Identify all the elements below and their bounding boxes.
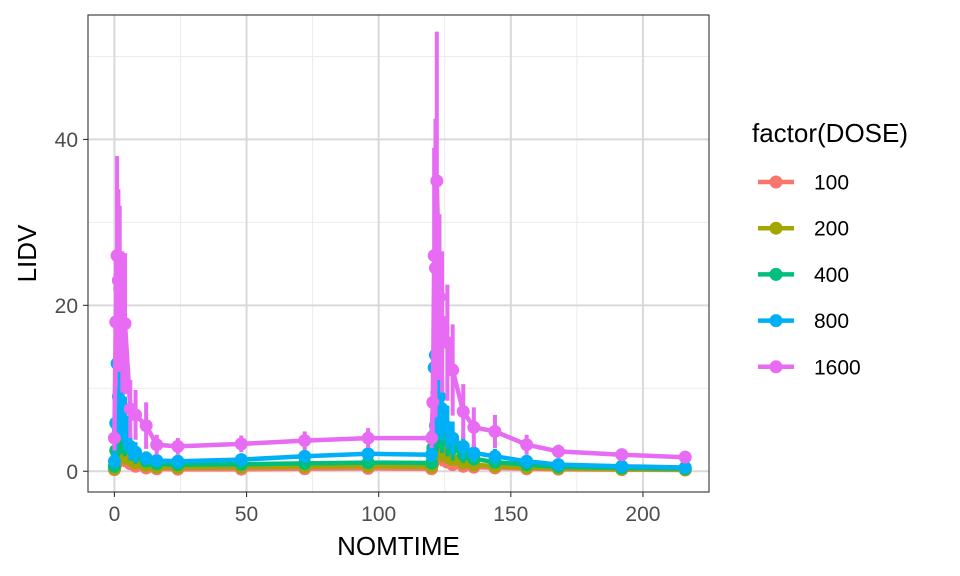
data-point xyxy=(107,431,121,445)
axes: 0 50 100 150 200 0 20 40 xyxy=(55,129,661,526)
data-point xyxy=(425,431,439,445)
x-tick-label: 150 xyxy=(493,503,528,526)
data-point xyxy=(615,448,629,462)
legend-item-200: 200 xyxy=(758,218,849,241)
legend-label: 200 xyxy=(814,218,849,241)
data-point xyxy=(488,424,502,438)
legend-item-800: 800 xyxy=(758,310,849,333)
x-tick-label: 200 xyxy=(625,503,660,526)
legend-key-point xyxy=(769,175,783,189)
y-axis-title: LIDV xyxy=(12,224,42,282)
x-tick-label: 100 xyxy=(361,503,396,526)
data-point xyxy=(150,453,164,467)
plot-border xyxy=(87,14,710,493)
data-point xyxy=(467,420,481,434)
data-point xyxy=(551,458,565,472)
data-point xyxy=(139,419,153,433)
data-point xyxy=(432,290,446,304)
x-tick-label: 0 xyxy=(109,503,121,526)
data-point xyxy=(234,453,248,467)
data-point xyxy=(118,317,132,331)
x-tick-label: 50 xyxy=(235,503,258,526)
data-point xyxy=(446,363,460,377)
legend-item-400: 400 xyxy=(758,264,849,287)
legend-key-point xyxy=(769,314,783,328)
legend: factor(DOSE) 100 200 400 800 1600 xyxy=(752,118,908,379)
legend-label: 1600 xyxy=(814,356,861,379)
data-point xyxy=(425,448,439,462)
data-point xyxy=(615,459,629,473)
series-800 xyxy=(107,301,692,475)
data-point xyxy=(139,451,153,465)
data-point xyxy=(456,405,470,419)
data-point xyxy=(435,402,449,416)
data-point xyxy=(129,445,143,459)
data-point xyxy=(551,444,565,458)
data-point xyxy=(129,408,143,422)
data-point xyxy=(428,261,442,275)
legend-key-point xyxy=(769,221,783,235)
y-tick-label: 20 xyxy=(55,295,78,318)
x-axis-title: NOMTIME xyxy=(337,531,460,561)
data-point xyxy=(361,447,375,461)
data-point xyxy=(440,336,454,350)
data-point xyxy=(113,282,127,296)
legend-item-100: 100 xyxy=(758,172,849,195)
series-layer xyxy=(107,31,692,477)
data-point xyxy=(488,449,502,463)
data-point xyxy=(678,461,692,475)
data-point xyxy=(110,249,124,263)
data-point xyxy=(234,437,248,451)
data-point xyxy=(426,395,440,409)
data-point xyxy=(520,454,534,468)
legend-key-point xyxy=(769,267,783,281)
data-point xyxy=(678,450,692,464)
data-point xyxy=(118,414,132,428)
data-point xyxy=(440,420,454,434)
legend-item-1600: 1600 xyxy=(758,356,861,379)
data-point xyxy=(298,434,312,448)
y-tick-label: 40 xyxy=(55,129,78,152)
data-point xyxy=(456,439,470,453)
data-point xyxy=(150,438,164,452)
data-point xyxy=(171,454,185,468)
legend-title: factor(DOSE) xyxy=(752,118,908,148)
data-point xyxy=(520,438,534,452)
legend-label: 400 xyxy=(814,264,849,287)
data-point xyxy=(298,449,312,463)
legend-key-point xyxy=(769,360,783,374)
data-point xyxy=(467,446,481,460)
plot-panel xyxy=(88,15,709,492)
data-point xyxy=(361,431,375,445)
data-point xyxy=(171,439,185,453)
y-tick-label: 0 xyxy=(66,461,78,484)
data-point xyxy=(446,431,460,445)
data-point xyxy=(435,315,449,329)
data-point xyxy=(427,249,441,263)
series-1600 xyxy=(107,31,692,464)
data-point xyxy=(430,174,444,188)
legend-label: 800 xyxy=(814,310,849,333)
legend-label: 100 xyxy=(814,172,849,195)
data-point xyxy=(107,454,121,468)
